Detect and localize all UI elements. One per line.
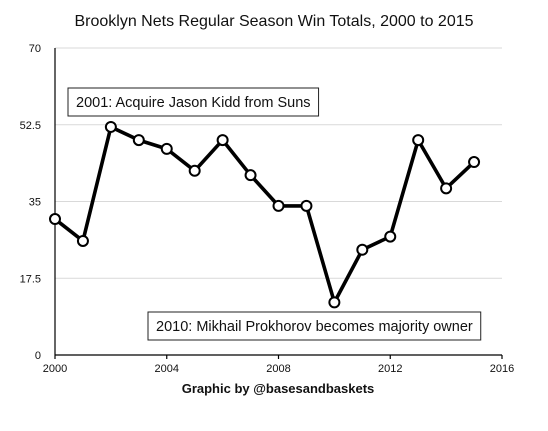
data-point [216, 134, 229, 147]
x-tick-label: 2008 [266, 363, 290, 375]
y-tick-label: 17.5 [20, 273, 41, 285]
x-tick-label: 2000 [43, 363, 67, 375]
annotation-box [67, 87, 320, 117]
data-point [104, 120, 117, 133]
y-tick-label: 52.5 [20, 120, 41, 132]
data-point [272, 199, 285, 212]
data-point [468, 156, 481, 169]
x-tick-label: 2012 [378, 363, 402, 375]
data-point [384, 230, 397, 243]
annotation-text: 2010: Mikhail Prokhorov becomes majority… [156, 319, 473, 335]
annotation: 2001: Acquire Jason Kidd from Suns [67, 87, 320, 117]
annotations: 2001: Acquire Jason Kidd from Suns 2010: … [67, 87, 482, 341]
credit-label: Graphic by @basesandbaskets [182, 381, 375, 396]
annotation-box [147, 311, 482, 341]
axes: 0 17.5 35 52.5 70 2000 2004 2008 2012 2016 [20, 43, 515, 375]
data-point [160, 142, 173, 155]
y-tick-label: 0 [35, 350, 41, 362]
data-point [49, 213, 61, 226]
data-point [440, 182, 453, 195]
data-point [356, 243, 369, 256]
data-point [188, 164, 201, 177]
annotation: 2010: Mikhail Prokhorov becomes majority… [147, 311, 482, 341]
x-tick-label: 2016 [490, 363, 514, 375]
annotation-text: 2001: Acquire Jason Kidd from Suns [76, 95, 311, 111]
data-point [328, 296, 341, 309]
data-point [300, 199, 313, 212]
data-point [244, 169, 257, 182]
gridlines [55, 47, 502, 279]
y-tick-label: 70 [29, 43, 41, 55]
series-line-layer [53, 125, 476, 305]
data-points [49, 120, 481, 309]
data-point [412, 134, 425, 147]
data-point [132, 134, 145, 147]
x-tick-label: 2004 [155, 363, 179, 375]
y-tick-label: 35 [29, 197, 41, 209]
chart-title: Brooklyn Nets Regular Season Win Totals,… [74, 13, 473, 30]
data-point [76, 234, 89, 247]
series-line [53, 125, 476, 305]
